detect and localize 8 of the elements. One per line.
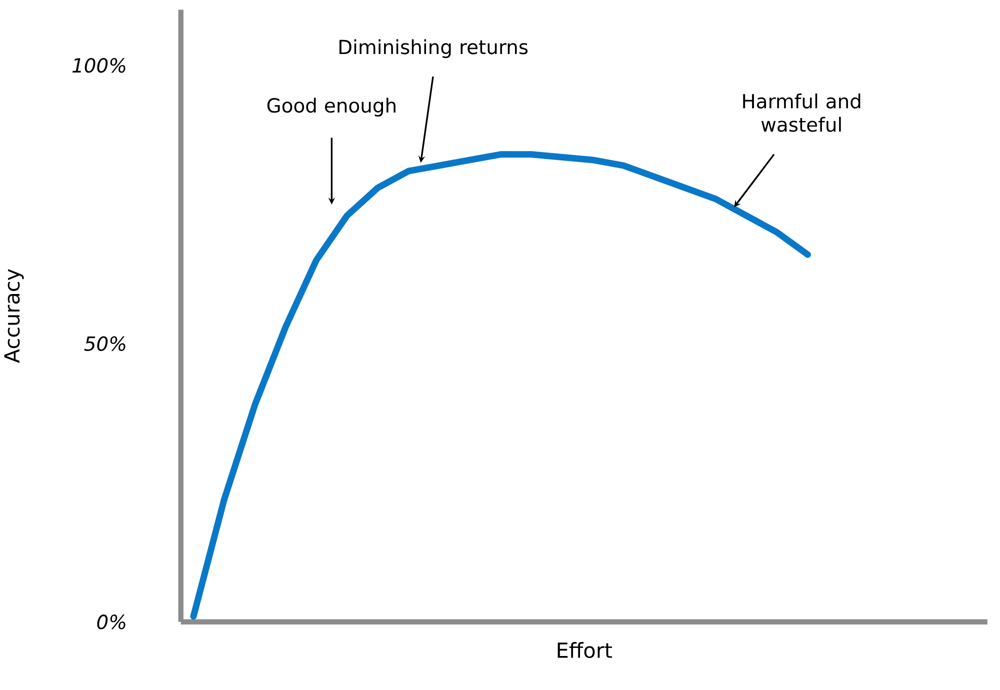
annotation: Good enough <box>267 98 396 117</box>
y-tick-label: 50% <box>84 336 126 352</box>
annotation: Harmful and wasteful <box>743 94 860 132</box>
x-axis-title: Effort <box>558 642 612 658</box>
y-tick-label: 0% <box>97 614 126 630</box>
y-tick-label: 100% <box>72 58 126 73</box>
y-axis-title: Accuracy <box>4 269 24 363</box>
annotation: Diminishing returns <box>339 39 528 58</box>
